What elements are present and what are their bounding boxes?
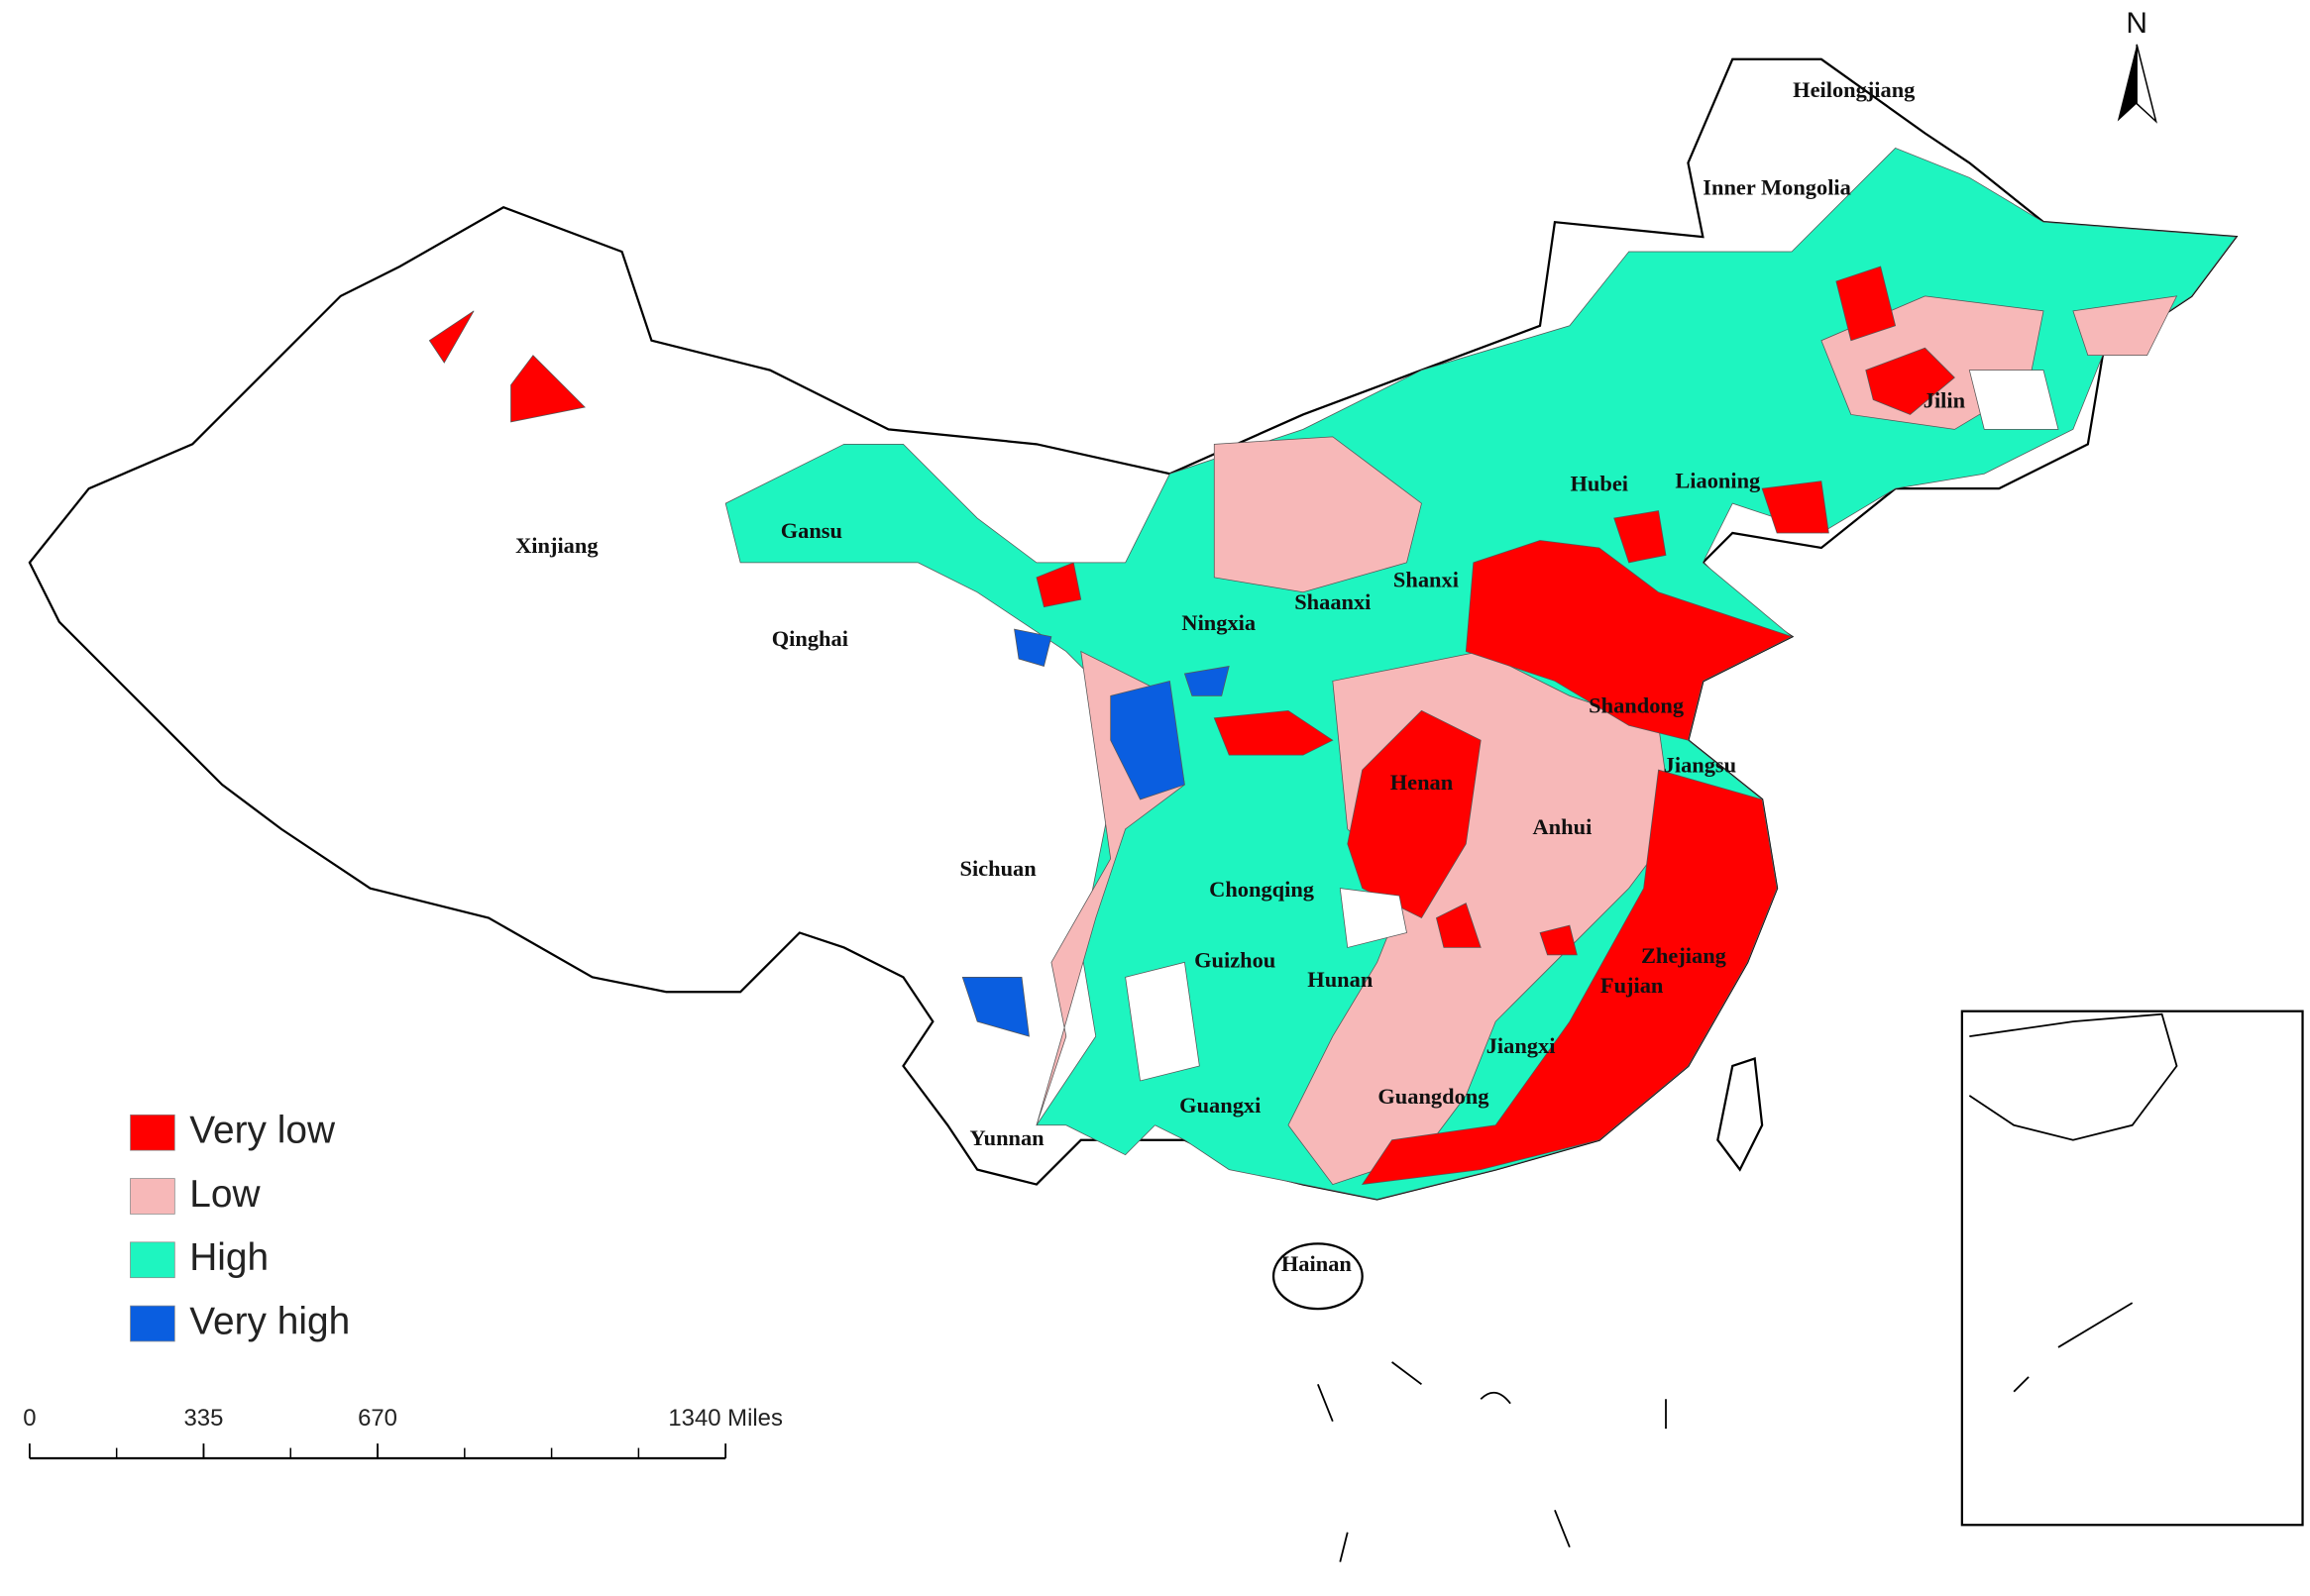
legend-swatch: [130, 1305, 175, 1342]
province-label: Sichuan: [960, 856, 1038, 881]
province-label: Jilin: [1924, 388, 1966, 413]
province-label: Guangdong: [1377, 1084, 1488, 1109]
province-label: Shanxi: [1393, 567, 1459, 591]
province-label: Hunan: [1307, 967, 1374, 992]
region: [1213, 709, 1334, 756]
province-label: Qinghai: [772, 626, 848, 651]
legend-swatch: [130, 1114, 175, 1151]
legend-label: Low: [189, 1173, 261, 1216]
region: [1347, 709, 1482, 919]
province-label: Guangxi: [1179, 1093, 1261, 1117]
hainan-outline: [1271, 1242, 1364, 1311]
province-label: Chongqing: [1209, 877, 1314, 902]
unclassified-region: [1339, 888, 1407, 948]
region: [1761, 480, 1829, 534]
province-label: Liaoning: [1675, 468, 1760, 492]
province-label: Hubei: [1571, 471, 1629, 495]
north-arrow-graphic: [2117, 44, 2157, 124]
province-label: Heilongjiang: [1793, 77, 1915, 102]
unclassified-region: [1968, 370, 2059, 430]
inset-coast: [1968, 1012, 2178, 1141]
region: [1465, 540, 1793, 741]
scale-tick-label: 0: [23, 1405, 36, 1432]
scale-tick-label: 670: [358, 1405, 397, 1432]
province-label: Zhejiang: [1641, 943, 1726, 968]
province-label: Shaanxi: [1294, 589, 1371, 614]
inset-frame: [1960, 1010, 2304, 1527]
province-label: Anhui: [1533, 814, 1593, 839]
province-label: Jiangsu: [1664, 752, 1736, 777]
region: [1183, 666, 1230, 696]
region: [1613, 510, 1667, 564]
region: [1435, 903, 1482, 948]
region: [1835, 266, 1897, 342]
scale-tick-label: 1340 Miles: [668, 1405, 783, 1432]
province-label: Gansu: [781, 518, 842, 543]
legend-label: Very low: [189, 1110, 336, 1152]
region: [428, 310, 475, 364]
region: [1361, 769, 1778, 1186]
province-label: Hainan: [1281, 1251, 1353, 1276]
province-label: Fujian: [1600, 973, 1664, 998]
regions: [28, 57, 2239, 1311]
region: [510, 355, 586, 423]
region: [1539, 924, 1578, 956]
legend-swatch: [130, 1241, 175, 1279]
province-label: Ningxia: [1181, 610, 1256, 635]
unclassified-region: [1125, 961, 1200, 1082]
region: [1014, 628, 1052, 667]
province-label: Jiangxi: [1486, 1033, 1556, 1058]
legend-swatch: [130, 1178, 175, 1215]
region: [1036, 562, 1082, 608]
province-label: Guizhou: [1194, 948, 1275, 973]
region: [1213, 436, 1422, 593]
legend-label: Very high: [189, 1300, 350, 1342]
region: [1110, 680, 1185, 800]
region: [961, 976, 1030, 1037]
taiwan-outline: [1716, 1057, 1764, 1172]
region: [2072, 295, 2178, 357]
islands: [1317, 1302, 2134, 1562]
province-label: Inner Mongolia: [1703, 174, 1851, 199]
region: [1865, 347, 1955, 415]
province-label: Yunnan: [969, 1125, 1045, 1150]
legend-label: High: [189, 1236, 269, 1279]
north-arrow: N: [2126, 7, 2147, 40]
province-label: Shandong: [1589, 692, 1684, 717]
scale-tick-label: 335: [184, 1405, 224, 1432]
province-label: Henan: [1390, 770, 1454, 795]
province-label: Xinjiang: [515, 533, 598, 558]
